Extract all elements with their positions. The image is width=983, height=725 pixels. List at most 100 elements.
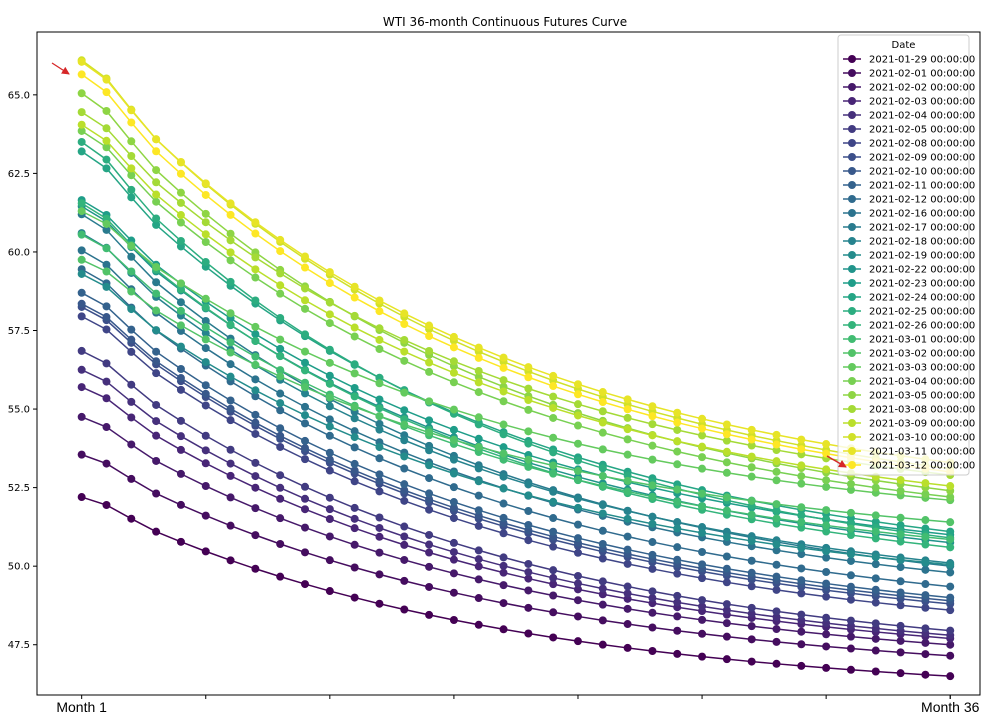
series-point (251, 429, 260, 438)
legend-items: 2021-01-29 00:00:00 2021-02-01 00:00:00 20… (843, 55, 975, 472)
series-point (425, 489, 434, 498)
legend-swatch-marker (848, 195, 856, 203)
legend-label: 2021-01-29 00:00:00 (869, 55, 975, 66)
series-point (449, 569, 458, 578)
series-point (524, 568, 533, 577)
series-point (474, 388, 483, 397)
series-point (549, 591, 558, 600)
series-point (524, 462, 533, 471)
series-point (499, 513, 508, 522)
series-point (772, 430, 781, 439)
series-point (871, 553, 880, 562)
series-point (325, 415, 334, 424)
series-point (822, 449, 831, 458)
legend-label: 2021-02-04 00:00:00 (869, 111, 975, 122)
series-point (350, 540, 359, 549)
series-point (152, 262, 161, 271)
series-point (425, 505, 434, 514)
series-point (921, 624, 930, 633)
legend-label: 2021-02-17 00:00:00 (869, 223, 975, 234)
series-point (549, 580, 558, 589)
series-point (201, 294, 210, 303)
legend-label: 2021-02-05 00:00:00 (869, 125, 975, 136)
series-point (499, 625, 508, 634)
series-point (549, 413, 558, 422)
series-2021-03-12 (77, 70, 955, 476)
y-tick-label: 55.0 (8, 405, 30, 416)
series-point (524, 363, 533, 372)
annotations (51, 62, 847, 468)
series-point (648, 412, 657, 421)
series-point (722, 564, 731, 573)
series-point (921, 479, 930, 488)
series-point (573, 612, 582, 621)
series-point (350, 503, 359, 512)
series-point (822, 642, 831, 651)
series-point (301, 330, 310, 339)
chart-title: WTI 36-month Continuous Futures Curve (383, 15, 627, 29)
y-tick-label: 60.0 (8, 247, 30, 258)
series-point (524, 603, 533, 612)
series-point (102, 394, 111, 403)
series-point (797, 589, 806, 598)
series-point (474, 372, 483, 381)
legend-label: 2021-02-03 00:00:00 (869, 97, 975, 108)
series-point (425, 474, 434, 483)
series-point (152, 347, 161, 356)
series-point (400, 464, 409, 473)
series-point (400, 319, 409, 328)
legend-title: Date (892, 40, 916, 51)
series-point (400, 605, 409, 614)
legend-label: 2021-02-10 00:00:00 (869, 167, 975, 178)
series-point (449, 616, 458, 625)
series-point (77, 255, 86, 264)
series-point (201, 316, 210, 325)
legend-label: 2021-02-11 00:00:00 (869, 181, 975, 192)
legend-item: 2021-01-29 00:00:00 (843, 55, 975, 66)
series-point (499, 599, 508, 608)
y-tick-label: 57.5 (8, 326, 30, 337)
series-point (176, 342, 185, 351)
series-point (102, 244, 111, 253)
legend-swatch-marker (848, 433, 856, 441)
series-point (449, 538, 458, 547)
legend-item: 2021-02-24 00:00:00 (843, 293, 975, 304)
series-point (797, 627, 806, 636)
series-point (102, 88, 111, 97)
series-point (449, 555, 458, 564)
series-point (871, 646, 880, 655)
series-point (747, 496, 756, 505)
series-point (946, 527, 955, 536)
series-point (722, 533, 731, 542)
series-point (474, 343, 483, 352)
legend-item: 2021-02-11 00:00:00 (843, 181, 975, 192)
series-line (81, 202, 951, 549)
series-point (301, 389, 310, 398)
series-point (325, 379, 334, 388)
series-point (573, 579, 582, 588)
series-point (251, 504, 260, 513)
series-point (797, 511, 806, 520)
series-point (226, 256, 235, 265)
series-point (648, 481, 657, 490)
series-point (400, 522, 409, 531)
series-line (81, 306, 951, 605)
series-point (201, 381, 210, 390)
series-point (127, 347, 136, 356)
series-point (946, 640, 955, 649)
series-point (871, 483, 880, 492)
legend-label: 2021-03-10 00:00:00 (869, 433, 975, 444)
series-point (102, 423, 111, 432)
series-point (201, 335, 210, 344)
series-line (81, 92, 951, 492)
series-point (77, 383, 86, 392)
series-line (81, 130, 951, 498)
series-point (325, 422, 334, 431)
series-point (127, 252, 136, 261)
series-point (921, 540, 930, 549)
legend-swatch-marker (848, 405, 856, 413)
series-point (871, 634, 880, 643)
series-point (623, 405, 632, 414)
series-point (524, 373, 533, 382)
series-point (425, 416, 434, 425)
